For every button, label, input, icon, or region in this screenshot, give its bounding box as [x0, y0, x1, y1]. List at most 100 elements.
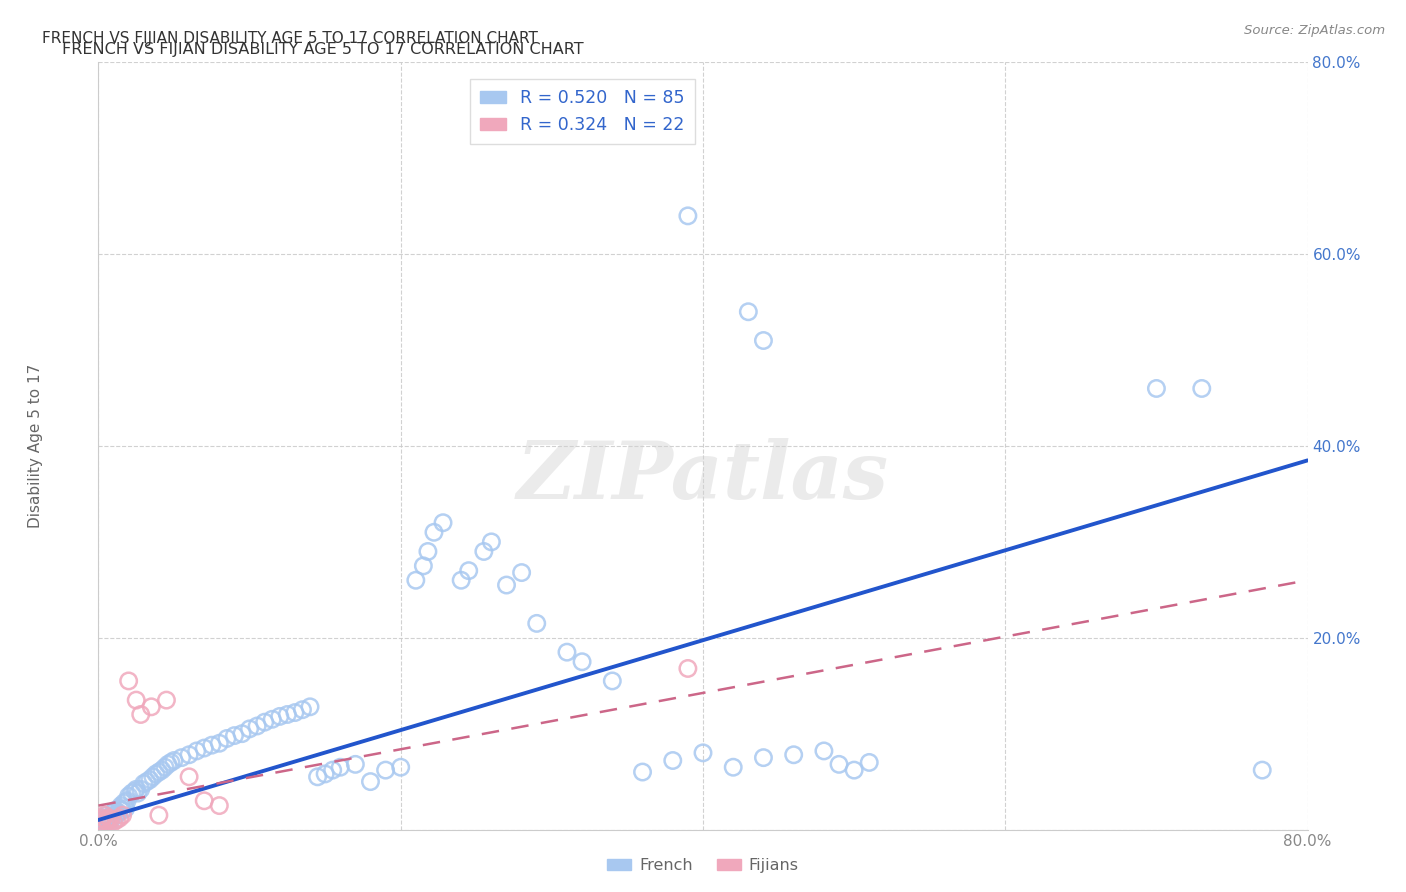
- Point: [828, 757, 851, 772]
- Point: [96, 811, 118, 825]
- Point: [111, 808, 134, 822]
- Point: [224, 729, 246, 743]
- Point: [193, 794, 215, 808]
- Point: [179, 747, 201, 762]
- Point: [108, 811, 131, 825]
- Point: [844, 763, 866, 777]
- Point: [284, 706, 307, 720]
- Point: [110, 798, 132, 813]
- Point: [118, 673, 141, 688]
- Point: [412, 558, 434, 573]
- Point: [374, 763, 396, 777]
- Point: [103, 814, 125, 829]
- Point: [602, 673, 624, 688]
- Point: [100, 813, 122, 827]
- Point: [93, 813, 115, 827]
- Point: [423, 525, 446, 540]
- Point: [416, 544, 439, 558]
- Point: [156, 757, 179, 772]
- Point: [231, 726, 253, 740]
- Point: [737, 305, 759, 319]
- Point: [481, 535, 503, 549]
- Point: [1191, 382, 1213, 396]
- Point: [98, 813, 121, 827]
- Point: [262, 712, 284, 726]
- Point: [124, 784, 146, 798]
- Point: [291, 703, 314, 717]
- Point: [186, 744, 208, 758]
- Point: [129, 782, 152, 797]
- Point: [103, 805, 125, 820]
- Point: [153, 760, 176, 774]
- Point: [276, 707, 298, 722]
- Point: [115, 794, 138, 808]
- Point: [450, 574, 472, 588]
- Point: [145, 767, 167, 781]
- Point: [163, 754, 186, 768]
- Point: [631, 765, 654, 780]
- Legend: R = 0.520   N = 85, R = 0.324   N = 22: R = 0.520 N = 85, R = 0.324 N = 22: [470, 78, 695, 145]
- Point: [314, 767, 336, 781]
- Point: [201, 738, 224, 752]
- Point: [752, 334, 775, 348]
- Point: [148, 765, 170, 780]
- Point: [215, 731, 238, 746]
- Point: [96, 814, 118, 829]
- Point: [108, 801, 131, 815]
- Point: [142, 770, 165, 784]
- Point: [813, 744, 835, 758]
- Point: [150, 763, 173, 777]
- Point: [155, 693, 177, 707]
- Point: [121, 786, 143, 800]
- Point: [179, 770, 201, 784]
- Point: [723, 760, 745, 774]
- Point: [111, 804, 134, 818]
- Point: [661, 754, 683, 768]
- Text: ZIPatlas: ZIPatlas: [517, 438, 889, 516]
- Point: [170, 750, 193, 764]
- Point: [1251, 763, 1274, 777]
- Point: [90, 814, 112, 829]
- Point: [125, 693, 148, 707]
- Point: [98, 811, 121, 825]
- Point: [101, 809, 124, 823]
- Point: [239, 722, 262, 736]
- Point: [104, 804, 127, 818]
- Point: [360, 774, 382, 789]
- Point: [1144, 382, 1167, 396]
- Point: [307, 770, 329, 784]
- Point: [472, 544, 495, 558]
- Point: [858, 756, 880, 770]
- Point: [299, 699, 322, 714]
- Point: [107, 805, 129, 820]
- Point: [389, 760, 412, 774]
- Point: [752, 750, 775, 764]
- Point: [208, 798, 231, 813]
- Point: [127, 786, 149, 800]
- Text: Source: ZipAtlas.com: Source: ZipAtlas.com: [1244, 24, 1385, 37]
- Point: [208, 736, 231, 750]
- Point: [692, 746, 714, 760]
- Point: [93, 808, 115, 822]
- Point: [495, 578, 517, 592]
- Point: [555, 645, 578, 659]
- Point: [193, 741, 215, 756]
- Point: [160, 756, 183, 770]
- Y-axis label: Disability Age 5 to 17: Disability Age 5 to 17: [28, 364, 42, 528]
- Point: [510, 566, 533, 580]
- Point: [112, 796, 135, 810]
- Point: [344, 757, 367, 772]
- Point: [125, 782, 148, 797]
- Point: [457, 564, 479, 578]
- Point: [783, 747, 806, 762]
- Point: [253, 715, 276, 730]
- Point: [91, 811, 114, 825]
- Text: FRENCH VS FIJIAN DISABILITY AGE 5 TO 17 CORRELATION CHART: FRENCH VS FIJIAN DISABILITY AGE 5 TO 17 …: [62, 42, 583, 57]
- Point: [100, 814, 122, 829]
- Point: [90, 811, 112, 825]
- Point: [432, 516, 454, 530]
- Point: [141, 699, 163, 714]
- Point: [114, 801, 136, 815]
- Point: [139, 772, 162, 787]
- Point: [571, 655, 593, 669]
